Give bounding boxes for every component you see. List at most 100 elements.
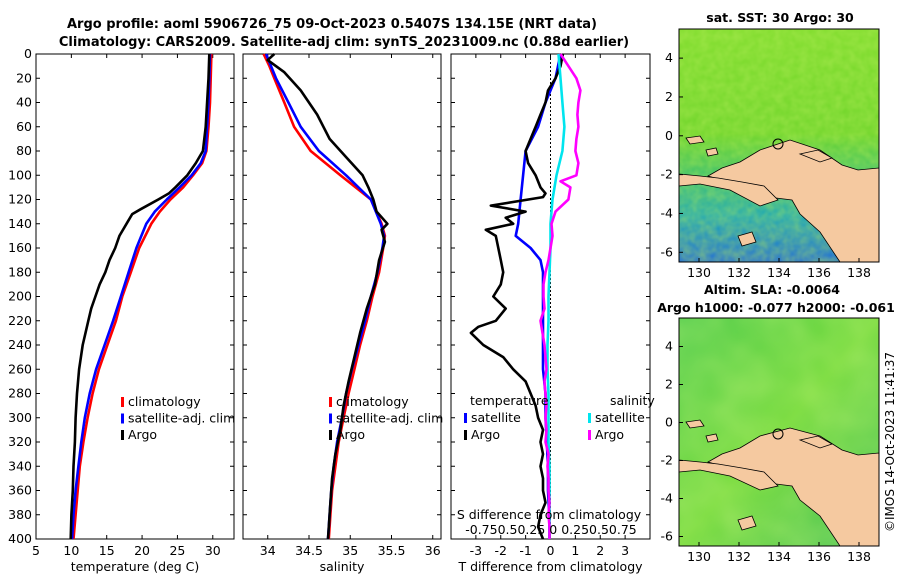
legend-temperature-title: temperature [470,393,549,408]
temperature-profile-xtick-label: 5 [32,543,40,558]
salinity-profile-xtick-label: 34.5 [295,543,323,558]
temperature-profile-ytick-label: 40 [16,95,32,110]
sst-xtick-label: 136 [807,265,831,280]
diff-legend-label-argo: Argo [471,427,500,442]
sst-land-islets [685,135,757,247]
temperature-profile-ytick-label: 0 [24,46,32,61]
difference-profile-xtick-label: 1 [571,543,579,558]
sla-xtick-label: 130 [687,549,711,564]
sst-ytick-label: 4 [665,50,673,65]
sst-ytick-label: -2 [661,167,673,182]
temperature-profile-ytick-label: 240 [8,337,32,352]
temperature-profile-ytick-label: 80 [16,143,32,158]
diff-top-axis-ticks: -0.750.50.25 0 0.250.50.75 [465,522,637,537]
sla-xtick-label: 132 [727,549,751,564]
diff-legend-label-satellite: satellite [595,410,645,425]
temperature-profile-ytick-label: 160 [8,240,32,255]
sst-land-newguinea [706,139,879,262]
salinity-profile-xtick-label: 35 [342,543,358,558]
legend-label-argo: Argo [128,427,157,442]
sla-ytick-label: 4 [665,339,673,354]
sla-land-island [798,435,833,449]
temperature-profile-ytick-label: 380 [8,507,32,522]
sla-xtick-label: 138 [847,549,871,564]
temperature-plot: 5 10 15 20 25 3002040608010012014016018020022… [8,46,235,574]
sla-argo-marker [772,428,784,440]
sst-xtick-label: 138 [847,265,871,280]
temperature-profile-ytick-label: 20 [16,70,32,85]
temperature-profile-ytick-label: 140 [8,216,32,231]
difference-profile-xtick-label: 2 [596,543,604,558]
figure-title-line1: Argo profile: aoml 5906726_75 09-Oct-202… [67,17,597,32]
diff-legend-swatch-2 [588,413,591,423]
legend-label-argo: Argo [336,427,365,442]
difference-profile-series-t-argo [469,53,565,540]
temperature-profile-ytick-label: 100 [8,167,32,182]
sst-xtick-label: 130 [687,265,711,280]
sst-map-axes: 130 132 134 136 138 -6 -4 -2 0 2 4 [661,50,871,280]
diff-legend-swatch-0 [464,413,467,423]
temperature-profile-ytick-label: 260 [8,361,32,376]
sla-map-title-line1: Altim. SLA: -0.0064 [704,282,840,297]
legend-swatch-argo [329,430,332,440]
diff-legend-label-satellite: satellite [471,410,521,425]
temperature-profile-frame [35,53,235,540]
legend-swatch-satellite-adj-clim [121,413,124,424]
legend-label-satellite-adj-clim: satellite-adj. clim [336,411,443,426]
sla-ytick-label: 2 [665,377,673,392]
temperature-profile-series-satellite-adj-clim [70,53,212,540]
salinity-profile-xtick-label: 36 [425,543,441,558]
difference-profile-xlabel: T difference from climatology [457,559,643,574]
salinity-plot: 34 34.5 35 35.5 36 salinity climatology satelli… [242,53,443,574]
difference-profile-xtick-label: 3 [621,543,629,558]
sla-ytick-label: -2 [661,453,673,468]
sst-land-west [679,173,779,207]
legend-swatch-climatology [329,397,332,407]
temperature-profile-ytick-label: 320 [8,434,32,449]
sst-xtick-label: 134 [767,265,791,280]
sla-ytick-label: 0 [665,415,673,430]
temperature-profile-ytick-label: 300 [8,410,32,425]
sst-argo-marker [772,138,784,150]
figure-title-line2: Climatology: CARS2009. Satellite-adj cli… [59,35,629,50]
sla-ytick-label: -6 [661,529,674,544]
temperature-profile-xlabel: temperature (deg C) [71,559,200,574]
temperature-profile-series-argo [69,53,211,540]
temperature-profile-xtick-label: 10 [63,543,79,558]
difference-plot: -3 -2 -1 0 1 2 3T difference from climatology t… [450,53,655,574]
salinity-profile-series-climatology [262,53,387,540]
difference-profile-xtick-label: -1 [519,543,531,558]
legend-swatch-satellite-adj-clim [329,413,332,424]
sst-land-island [798,149,833,163]
sla-xtick-label: 134 [767,549,791,564]
sla-land-west [679,459,779,491]
diff-legend-label-argo: Argo [595,427,624,442]
imos-timestamp: ©IMOS 14-Oct-2023 11:41:37 [883,352,897,532]
legend-label-climatology: climatology [336,394,409,409]
difference-profile-series-s-argo [539,53,582,539]
sst-map-title: sat. SST: 30 Argo: 30 [706,10,854,25]
sst-ytick-label: 2 [665,89,673,104]
salinity-profile-series-argo [266,53,389,540]
temperature-profile-ytick-label: 400 [8,531,32,546]
legend-swatch-argo [121,430,124,440]
temperature-profile-ytick-label: 120 [8,192,32,207]
sla-land-islets [685,419,757,531]
sla-map-axes: 130 132 134 136 138 -6 -4 -2 0 2 4 [661,339,871,565]
temperature-profile-xtick-label: 20 [134,543,150,558]
temperature-profile-ytick-label: 180 [8,264,32,279]
sst-ytick-label: -6 [661,244,674,259]
temperature-profile-ytick-label: 280 [8,386,32,401]
sla-land-newguinea [706,427,879,546]
sla-xtick-label: 136 [807,549,831,564]
legend-label-satellite-adj-clim: satellite-adj. clim [128,411,235,426]
sst-map [678,28,880,263]
temperature-profile-ytick-label: 340 [8,458,32,473]
difference-profile-xtick-label: 0 [547,543,555,558]
salinity-profile-xtick-label: 34 [260,543,276,558]
sst-ytick-label: -4 [661,205,674,220]
legend-swatch-climatology [121,397,124,407]
sla-map-title-line2: Argo h1000: -0.077 h2000: -0.061 [657,300,895,315]
diff-legend-swatch-1 [464,430,467,440]
